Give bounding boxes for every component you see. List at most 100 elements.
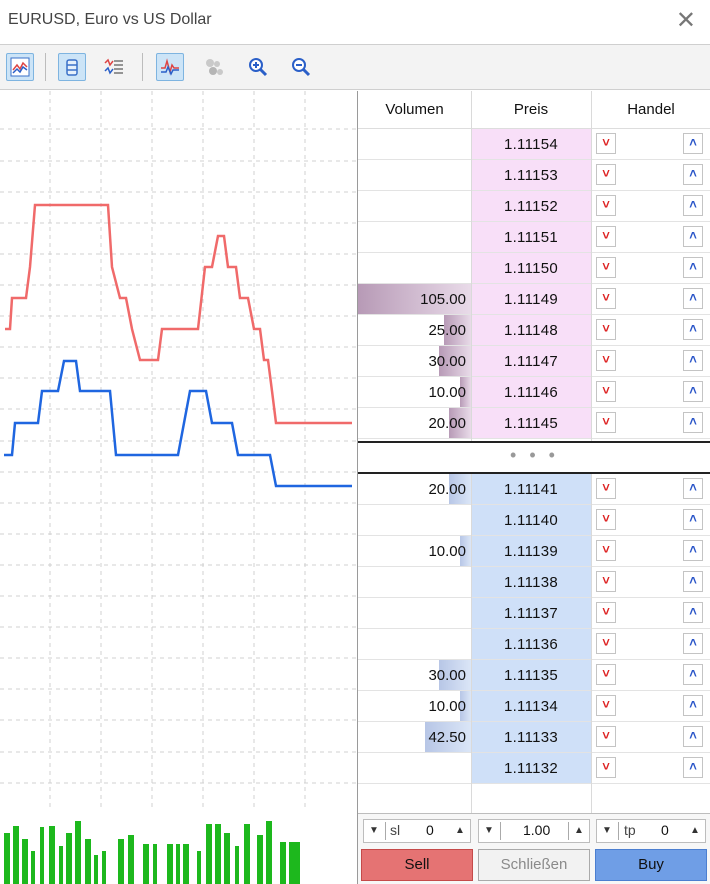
buy-limit-button[interactable]: ˄ (683, 226, 703, 247)
buy-limit-button[interactable]: ˄ (683, 633, 703, 654)
tp-decrease-button[interactable]: ▼ (602, 825, 612, 836)
sell-limit-button[interactable]: ˅ (596, 633, 616, 654)
price-value: 1.11132 (503, 760, 559, 777)
buy-limit-button[interactable]: ˄ (683, 257, 703, 278)
sell-limit-button[interactable]: ˅ (596, 695, 616, 716)
tick-chart[interactable] (0, 91, 356, 884)
volume-input[interactable]: 1.00 (523, 822, 551, 838)
sell-limit-button[interactable]: ˅ (596, 257, 616, 278)
bid-row: 1.11132 ˅ ˄ (358, 753, 710, 784)
chevron-down-icon: ˅ (602, 635, 610, 650)
sell-limit-button[interactable]: ˅ (596, 195, 616, 216)
list-lines-button[interactable] (100, 53, 128, 81)
candle-button[interactable] (58, 53, 86, 81)
volume-depth-bar (449, 474, 471, 504)
close-icon[interactable]: ✕ (675, 7, 696, 34)
bubbles-button[interactable] (200, 53, 228, 81)
volume-bar (143, 844, 149, 884)
volume-bar (22, 839, 28, 884)
trade-controls: ▼ sl 0 ▲ ▼ 1.00 ▲ ▼ tp 0 ▲ Sell Schließe… (358, 813, 710, 884)
volume-depth-bar (439, 660, 471, 690)
buy-limit-button[interactable]: ˄ (683, 571, 703, 592)
buy-limit-button[interactable]: ˄ (683, 350, 703, 371)
sell-limit-button[interactable]: ˅ (596, 412, 616, 433)
sell-limit-button[interactable]: ˅ (596, 288, 616, 309)
tick-chart-button[interactable] (156, 53, 184, 81)
price-value: 1.11148 (503, 322, 559, 339)
buy-limit-button[interactable]: ˄ (683, 478, 703, 499)
price-value: 1.11139 (503, 543, 559, 560)
sell-limit-button[interactable]: ˅ (596, 350, 616, 371)
tp-increase-button[interactable]: ▲ (690, 825, 700, 836)
chevron-down-icon: ˅ (602, 228, 610, 243)
volume-bar (280, 842, 286, 884)
price-value: 1.11154 (503, 136, 559, 153)
buy-limit-button[interactable]: ˄ (683, 195, 703, 216)
zoom-in-button[interactable] (244, 53, 272, 81)
price-value: 1.11133 (503, 729, 559, 746)
chevron-down-icon: ˅ (602, 290, 610, 305)
volume-decrease-button[interactable]: ▼ (484, 825, 494, 836)
chevron-up-icon: ˄ (689, 383, 697, 398)
chevron-up-icon: ˄ (689, 352, 697, 367)
sell-limit-button[interactable]: ˅ (596, 133, 616, 154)
bid-price-line (4, 359, 352, 488)
ask-row: 105.00 1.11149 ˅ ˄ (358, 284, 710, 315)
tp-label: tp (624, 822, 636, 838)
buy-limit-button[interactable]: ˄ (683, 133, 703, 154)
tp-input[interactable]: 0 (661, 822, 669, 838)
sell-limit-button[interactable]: ˅ (596, 664, 616, 685)
buy-button[interactable]: Buy (595, 849, 707, 881)
price-cell: 1.11141 (471, 474, 591, 504)
price-value: 1.11146 (503, 384, 559, 401)
chart-toggle-button[interactable] (6, 53, 34, 81)
volume-cell: 42.50 (428, 729, 466, 746)
sell-limit-button[interactable]: ˅ (596, 509, 616, 530)
sell-limit-button[interactable]: ˅ (596, 319, 616, 340)
buy-limit-button[interactable]: ˄ (683, 602, 703, 623)
zoom-in-icon (249, 58, 268, 77)
sell-limit-button[interactable]: ˅ (596, 726, 616, 747)
sell-button[interactable]: Sell (361, 849, 473, 881)
buy-limit-button[interactable]: ˄ (683, 540, 703, 561)
sell-limit-button[interactable]: ˅ (596, 226, 616, 247)
sell-limit-button[interactable]: ˅ (596, 381, 616, 402)
sell-limit-button[interactable]: ˅ (596, 757, 616, 778)
volume-bar (235, 846, 239, 884)
tp-stepper: ▼ tp 0 ▲ (596, 819, 706, 843)
buy-limit-button[interactable]: ˄ (683, 509, 703, 530)
buy-limit-button[interactable]: ˄ (683, 288, 703, 309)
buy-limit-button[interactable]: ˄ (683, 381, 703, 402)
price-cell: 1.11138 (471, 567, 591, 597)
sl-input[interactable]: 0 (426, 822, 434, 838)
bid-row: 20.00 1.11141 ˅ ˄ (358, 474, 710, 505)
price-cell: 1.11152 (471, 191, 591, 221)
volume-cell: 20.00 (428, 415, 466, 432)
price-cell: 1.11139 (471, 536, 591, 566)
volume-depth-bar (425, 722, 471, 752)
buy-limit-button[interactable]: ˄ (683, 164, 703, 185)
buy-limit-button[interactable]: ˄ (683, 664, 703, 685)
sell-limit-button[interactable]: ˅ (596, 478, 616, 499)
buy-limit-button[interactable]: ˄ (683, 757, 703, 778)
sell-limit-button[interactable]: ˅ (596, 540, 616, 561)
volume-increase-button[interactable]: ▲ (574, 825, 584, 836)
zoom-out-button[interactable] (287, 53, 315, 81)
price-cell: 1.11154 (471, 129, 591, 159)
buy-limit-button[interactable]: ˄ (683, 695, 703, 716)
chevron-down-icon: ˅ (602, 352, 610, 367)
volume-cell: 10.00 (428, 698, 466, 715)
buy-limit-button[interactable]: ˄ (683, 412, 703, 433)
sl-decrease-button[interactable]: ▼ (369, 825, 379, 836)
sl-increase-button[interactable]: ▲ (455, 825, 465, 836)
sell-limit-button[interactable]: ˅ (596, 571, 616, 592)
buy-limit-button[interactable]: ˄ (683, 726, 703, 747)
volume-bar (128, 835, 134, 884)
chevron-down-icon: ˅ (602, 728, 610, 743)
close-position-button[interactable]: Schließen (478, 849, 590, 881)
sell-limit-button[interactable]: ˅ (596, 164, 616, 185)
chevron-down-icon: ˅ (602, 480, 610, 495)
buy-limit-button[interactable]: ˄ (683, 319, 703, 340)
sell-limit-button[interactable]: ˅ (596, 602, 616, 623)
bid-row: 1.11137 ˅ ˄ (358, 598, 710, 629)
